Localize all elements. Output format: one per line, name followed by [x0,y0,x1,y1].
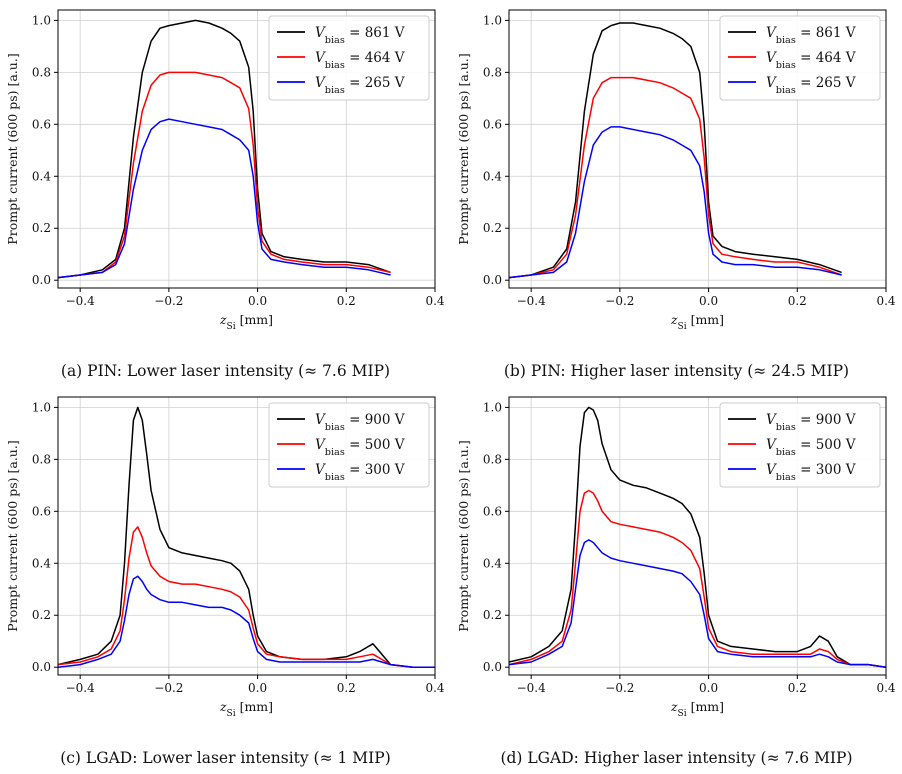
y-tick-label: 0.2 [483,221,502,235]
y-axis-label: Prompt current (600 ps) [a.u.] [456,53,471,244]
x-tick-label: 0.4 [425,294,444,308]
x-tick-label: −0.2 [154,681,183,695]
x-tick-label: 0.2 [337,294,356,308]
x-tick-label: −0.4 [517,681,547,695]
plot-d: −0.4 −0.2 0.0 0.2 0.4 0.0 0.2 0.4 0.6 0.8 1.0 zSi [… [456,396,896,719]
y-tick-label: 0.8 [483,452,502,466]
legend-label-1: Vbias = 500 V [766,437,856,458]
x-tick-label: 0.4 [425,681,444,695]
y-tick-label: 1.0 [483,400,502,414]
axes-frame [508,9,887,289]
y-tick-label: 0.0 [32,273,51,287]
y-tick-label: 1.0 [483,13,502,27]
x-tick-label: −0.4 [66,681,96,695]
legend-label-0: Vbias = 900 V [766,412,856,433]
legend-label-2: Vbias = 265 V [766,75,856,96]
x-tick-label: 0.4 [876,681,895,695]
x-axis-label: zSi [mm] [670,699,724,719]
x-axis-label: zSi [mm] [670,312,724,332]
panel-c: −0.4 −0.2 0.0 0.2 0.4 0.0 0.2 0.4 0.6 0.8 1.0 zSi [… [0,387,451,774]
panel-d: −0.4 −0.2 0.0 0.2 0.4 0.0 0.2 0.4 0.6 0.8 1.0 zSi [… [451,387,902,774]
legend-label-0: Vbias = 900 V [315,412,405,433]
y-tick-label: 0.2 [483,608,502,622]
x-tick-label: −0.2 [605,681,634,695]
series-line-0 [508,406,887,668]
series-line-1 [57,71,391,279]
y-tick-label: 0.4 [32,556,51,570]
legend-box [268,402,430,488]
series-line-1 [508,489,887,668]
y-tick-label: 0.0 [483,660,502,674]
y-tick-label: 0.8 [483,65,502,79]
panel-a: −0.4 −0.2 0.0 0.2 0.4 0.0 0.2 0.4 0.6 0.8 1.0 zSi [… [0,0,451,387]
series-line-1 [508,76,842,279]
x-tick-label: −0.4 [66,294,96,308]
caption-a: (a) PIN: Lower laser intensity (≈ 7.6 MI… [60,362,391,380]
x-axis-label: zSi [mm] [219,699,273,719]
series-line-0 [57,406,435,668]
x-tick-label: 0.0 [699,294,718,308]
series-line-1 [57,526,435,668]
x-tick-label: −0.2 [605,294,634,308]
series-line-2 [508,539,887,668]
legend-label-1: Vbias = 500 V [315,437,405,458]
x-tick-label: −0.2 [154,294,183,308]
y-axis-label: Prompt current (600 ps) [a.u.] [5,440,20,631]
x-axis-label: zSi [mm] [219,312,273,332]
y-tick-label: 0.6 [32,117,51,131]
legend-box [719,15,881,101]
y-tick-label: 1.0 [32,13,51,27]
y-tick-label: 0.2 [32,221,51,235]
series-line-0 [508,22,842,279]
y-axis-label: Prompt current (600 ps) [a.u.] [456,440,471,631]
x-tick-label: 0.0 [699,681,718,695]
y-tick-label: 0.6 [483,117,502,131]
legend-label-2: Vbias = 265 V [315,75,405,96]
plot-b: −0.4 −0.2 0.0 0.2 0.4 0.0 0.2 0.4 0.6 0.8 1.0 zSi [… [456,9,896,332]
series-line-0 [57,19,391,279]
caption-b: (b) PIN: Higher laser intensity (≈ 24.5 … [503,362,850,380]
legend-label-0: Vbias = 861 V [766,25,856,46]
y-tick-label: 1.0 [32,400,51,414]
legend-label-2: Vbias = 300 V [315,462,405,483]
caption-c: (c) LGAD: Lower laser intensity (≈ 1 MIP… [60,749,391,767]
axes-frame [57,9,436,289]
plot-a: −0.4 −0.2 0.0 0.2 0.4 0.0 0.2 0.4 0.6 0.8 1.0 zSi [… [5,9,445,332]
y-tick-label: 0.6 [483,504,502,518]
legend-label-1: Vbias = 464 V [315,50,405,71]
y-tick-label: 0.2 [32,608,51,622]
y-tick-label: 0.4 [483,169,502,183]
y-tick-label: 0.8 [32,65,51,79]
x-tick-label: 0.2 [788,294,807,308]
x-tick-label: 0.2 [337,681,356,695]
y-tick-label: 0.4 [32,169,51,183]
legend-label-1: Vbias = 464 V [766,50,856,71]
series-line-2 [57,575,435,668]
y-tick-label: 0.8 [32,452,51,466]
y-tick-label: 0.0 [483,273,502,287]
x-tick-label: 0.0 [248,681,267,695]
x-tick-label: 0.0 [248,294,267,308]
series-line-2 [57,118,391,279]
x-tick-label: 0.2 [788,681,807,695]
legend-box [268,15,430,101]
y-tick-label: 0.4 [483,556,502,570]
panel-b: −0.4 −0.2 0.0 0.2 0.4 0.0 0.2 0.4 0.6 0.8 1.0 zSi [… [451,0,902,387]
caption-d: (d) LGAD: Higher laser intensity (≈ 7.6 … [500,749,853,767]
plot-c: −0.4 −0.2 0.0 0.2 0.4 0.0 0.2 0.4 0.6 0.8 1.0 zSi [… [5,396,445,719]
axes-frame [508,396,887,676]
series-line-2 [508,126,842,279]
x-tick-label: −0.4 [517,294,547,308]
x-tick-label: 0.4 [876,294,895,308]
y-tick-label: 0.6 [32,504,51,518]
legend-label-0: Vbias = 861 V [315,25,405,46]
legend-label-2: Vbias = 300 V [766,462,856,483]
axes-frame [57,396,436,676]
legend-box [719,402,881,488]
y-axis-label: Prompt current (600 ps) [a.u.] [5,53,20,244]
y-tick-label: 0.0 [32,660,51,674]
